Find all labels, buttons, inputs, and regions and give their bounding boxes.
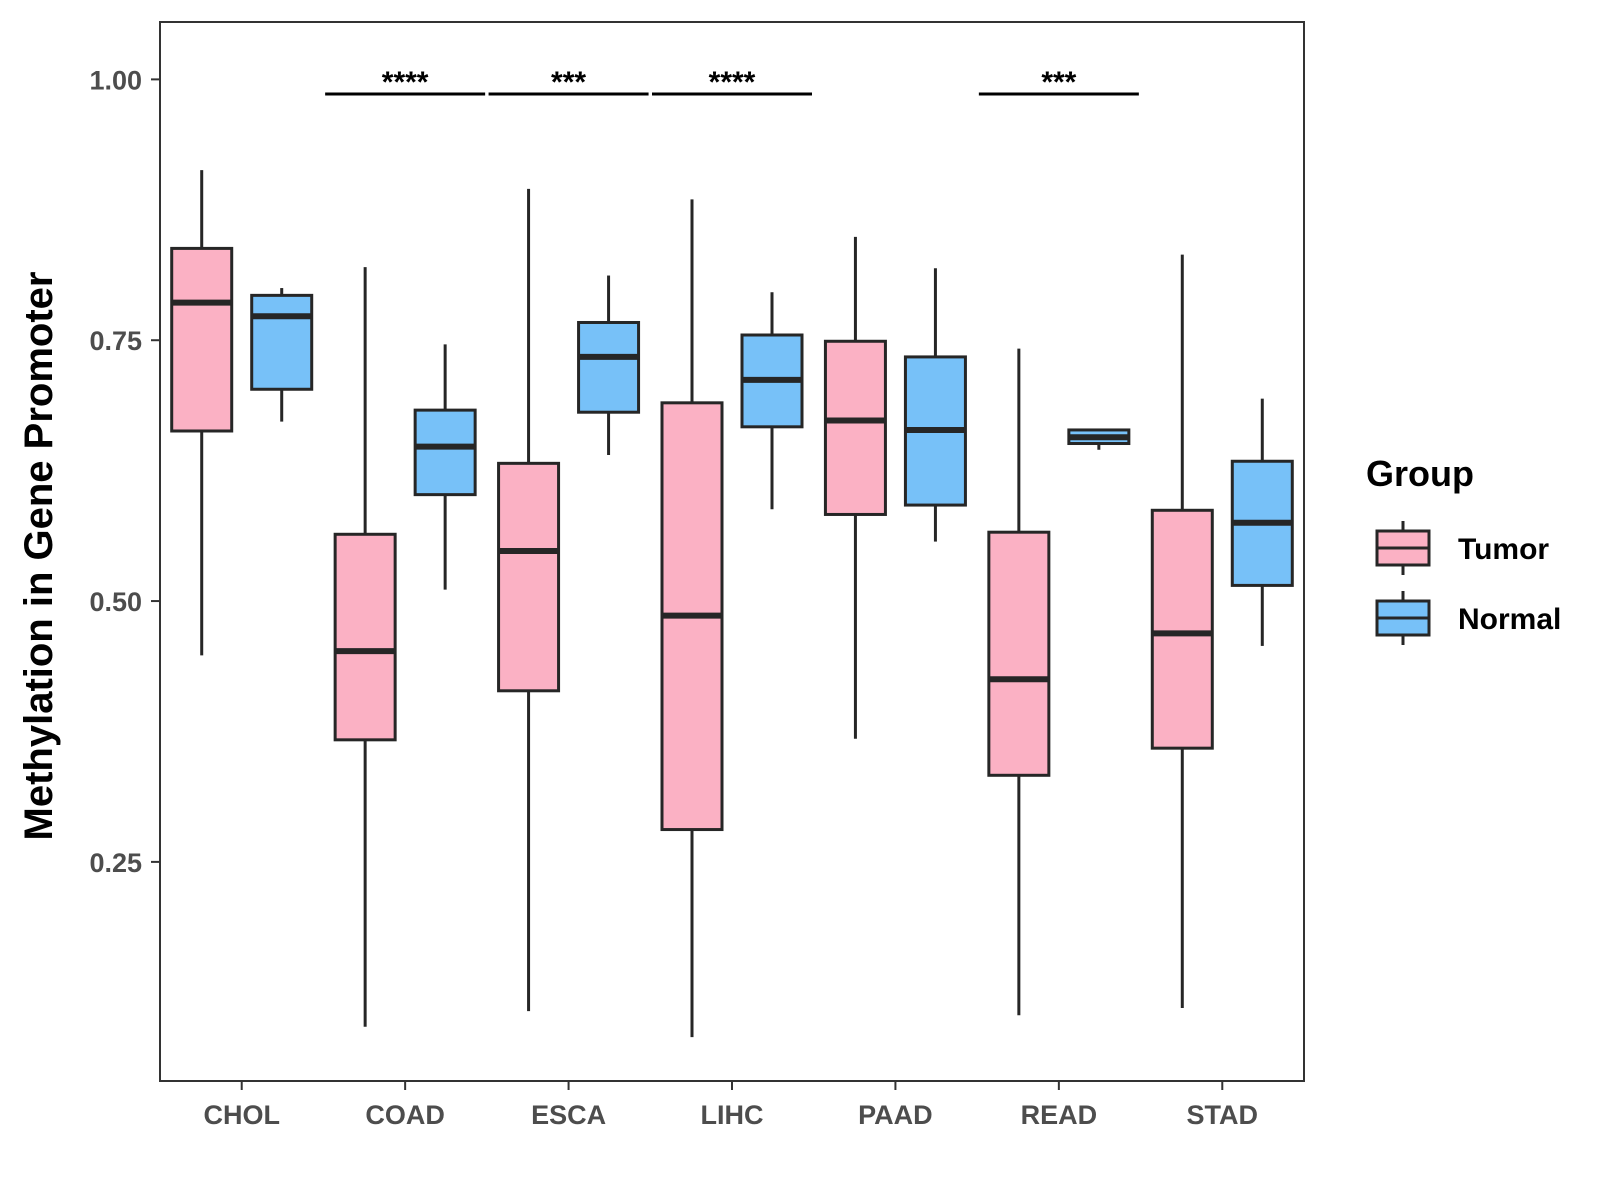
box-tumor-stad xyxy=(1150,254,1214,1008)
box-normal-esca xyxy=(577,275,641,455)
x-tick-label-paad: PAAD xyxy=(858,1100,933,1130)
x-tick-label-esca: ESCA xyxy=(531,1100,606,1130)
significance-lihc: **** xyxy=(652,66,812,99)
box-body xyxy=(497,461,561,693)
x-tick-label-chol: CHOL xyxy=(203,1100,280,1130)
y-tick-label: 0.75 xyxy=(89,326,142,356)
x-tick-label-read: READ xyxy=(1021,1100,1098,1130)
box-body xyxy=(987,530,1051,777)
box-tumor-paad xyxy=(823,236,887,739)
y-tick-label: 1.00 xyxy=(89,65,142,95)
box-body xyxy=(577,320,641,414)
panel-border xyxy=(159,21,1305,1082)
box-normal-paad xyxy=(903,268,967,542)
x-axis: CHOL COAD ESCA LIHC PAAD READ STAD xyxy=(203,1081,1258,1130)
plot-area xyxy=(159,21,1305,1082)
box-body xyxy=(250,293,314,391)
x-tick-label-lihc: LIHC xyxy=(701,1100,764,1130)
box-tumor-lihc xyxy=(660,199,724,1038)
box-normal-read xyxy=(1067,428,1131,450)
box-body xyxy=(333,532,397,742)
legend-item-tumor: Tumor xyxy=(1375,521,1549,575)
box-normal-stad xyxy=(1230,398,1294,646)
box-normal-lihc xyxy=(740,292,804,510)
y-tick-label: 0.25 xyxy=(89,848,142,878)
box-normal-coad xyxy=(413,344,477,590)
box-tumor-read xyxy=(987,348,1051,1016)
significance-coad: **** xyxy=(325,66,486,99)
box-body xyxy=(413,408,477,497)
legend: Group Tumor Normal xyxy=(1366,453,1561,645)
significance-label: *** xyxy=(1041,66,1076,99)
legend-label: Normal xyxy=(1458,603,1561,636)
box-body xyxy=(1150,508,1214,750)
box-tumor-coad xyxy=(333,267,397,1027)
legend-title: Group xyxy=(1366,453,1474,494)
significance-label: *** xyxy=(551,66,586,99)
x-tick-label-coad: COAD xyxy=(365,1100,445,1130)
box-tumor-chol xyxy=(170,170,234,656)
y-axis: 0.25 0.50 0.75 1.00 xyxy=(89,65,160,878)
box-normal-chol xyxy=(250,288,314,422)
box-tumor-esca xyxy=(497,188,561,1012)
significance-label: **** xyxy=(382,66,429,99)
legend-item-normal: Normal xyxy=(1375,591,1561,645)
legend-label: Tumor xyxy=(1458,533,1549,566)
box-body xyxy=(170,246,234,433)
y-axis-title: Methylation in Gene Promoter xyxy=(17,272,61,841)
x-tick-label-stad: STAD xyxy=(1187,1100,1259,1130)
box-body xyxy=(823,339,887,516)
significance-annotations: **** *** **** *** xyxy=(325,66,1139,99)
significance-esca: *** xyxy=(488,66,649,99)
significance-read: *** xyxy=(978,66,1139,99)
y-tick-label: 0.50 xyxy=(89,587,142,617)
significance-label: **** xyxy=(709,66,756,99)
